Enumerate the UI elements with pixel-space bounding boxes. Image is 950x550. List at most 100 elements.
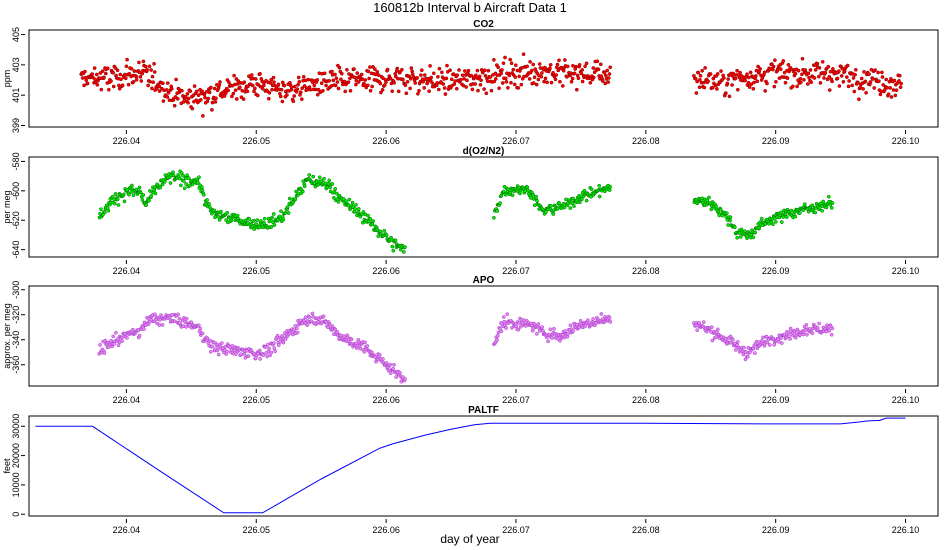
do2n2-data-point <box>503 192 508 197</box>
co2-data-point <box>735 87 740 92</box>
do2n2-data-point <box>597 194 602 199</box>
apo-data-point <box>294 326 299 331</box>
co2-data-point <box>232 73 236 78</box>
do2n2-data-point <box>112 201 117 206</box>
co2-data-point <box>118 72 123 77</box>
co2-data-point <box>113 66 118 70</box>
co2-data-point <box>837 84 842 88</box>
co2-data-point <box>463 69 467 73</box>
apo-data-point <box>495 338 499 342</box>
do2n2-data-point <box>179 183 183 188</box>
co2-data-point <box>352 67 356 71</box>
apo-data-point <box>267 346 272 351</box>
co2-data-point <box>117 83 121 88</box>
co2-data-point <box>285 93 289 97</box>
apo-data-point <box>335 330 340 334</box>
apo-data-point <box>111 334 116 339</box>
co2-data-point <box>346 80 351 84</box>
apo-data-point <box>362 349 367 354</box>
co2-data-point <box>725 81 730 86</box>
apo-x-tick-label: 226.10 <box>892 395 920 405</box>
apo-data-point <box>137 333 142 338</box>
do2n2-data-point <box>506 187 510 192</box>
apo-data-point <box>208 349 213 354</box>
co2-data-point <box>839 74 844 78</box>
co2-data-point <box>324 83 328 88</box>
do2n2-data-point <box>168 181 173 185</box>
co2-data-point <box>817 66 822 70</box>
co2-data-point <box>140 71 145 76</box>
co2-data-point <box>719 69 723 73</box>
co2-x-tick-label: 226.04 <box>113 136 141 146</box>
apo-data-point <box>779 336 783 340</box>
do2n2-data-point <box>293 197 298 202</box>
do2n2-data-point <box>535 198 539 203</box>
do2n2-data-point <box>270 215 274 220</box>
do2n2-data-point <box>259 219 263 223</box>
co2-data-point <box>730 83 734 87</box>
do2n2-data-point <box>820 208 824 213</box>
do2n2-data-point <box>207 202 211 206</box>
do2n2-data-point <box>330 182 335 186</box>
do2n2-data-point <box>751 235 756 240</box>
co2-data-point <box>845 63 850 68</box>
paltf-y-axis-label: feet <box>2 458 12 474</box>
co2-data-point <box>795 84 799 89</box>
co2-data-point <box>452 82 457 86</box>
do2n2-data-point <box>391 248 396 253</box>
do2n2-data-point <box>153 191 158 196</box>
co2-data-point <box>339 71 344 76</box>
co2-data-point <box>161 81 165 86</box>
co2-data-point <box>861 87 865 91</box>
co2-data-point <box>598 62 603 67</box>
co2-data-point <box>152 70 157 74</box>
do2n2-data-point <box>597 183 602 188</box>
apo-data-point <box>779 341 784 345</box>
co2-data-point <box>501 61 506 66</box>
co2-data-point <box>180 88 184 93</box>
do2n2-data-point <box>726 223 730 227</box>
co2-data-point <box>818 81 823 85</box>
apo-data-point <box>246 354 251 359</box>
co2-data-point <box>92 66 97 70</box>
paltf-title: PALTF <box>468 405 499 416</box>
do2n2-data-point <box>144 203 149 207</box>
co2-data-point <box>217 83 222 88</box>
co2-data-point <box>574 64 578 69</box>
co2-data-point <box>553 77 558 82</box>
apo-data-point <box>210 344 214 349</box>
paltf-y-tick-label: 20000 <box>11 443 21 468</box>
do2n2-data-point <box>285 205 290 209</box>
do2n2-data-point <box>802 202 807 207</box>
do2n2-data-point <box>393 238 398 243</box>
apo-data-point <box>704 329 709 334</box>
co2-data-point <box>751 86 756 91</box>
co2-data-point <box>272 80 276 84</box>
apo-data-point <box>219 341 224 345</box>
co2-data-point <box>150 86 154 91</box>
co2-data-point <box>427 89 431 94</box>
do2n2-data-point <box>824 205 829 210</box>
co2-data-point <box>846 84 851 89</box>
apo-data-point <box>805 332 809 337</box>
apo-data-point <box>392 362 396 367</box>
co2-data-point <box>758 66 762 71</box>
co2-data-point <box>436 87 441 92</box>
co2-data-point <box>422 86 427 90</box>
do2n2-y-tick-label: -640 <box>11 241 21 259</box>
co2-data-point <box>852 89 857 94</box>
co2-data-point <box>727 94 732 99</box>
co2-data-point <box>837 69 841 73</box>
co2-data-point <box>504 79 509 84</box>
co2-data-point <box>302 84 307 88</box>
co2-data-point <box>83 69 87 74</box>
paltf-x-tick-label: 226.08 <box>632 525 660 535</box>
co2-x-tick-label: 226.10 <box>892 136 920 146</box>
co2-data-point <box>783 80 788 85</box>
co2-data-point <box>322 71 327 76</box>
co2-data-point <box>127 71 132 76</box>
co2-data-point <box>448 68 452 73</box>
co2-data-point <box>280 99 285 104</box>
co2-data-point <box>886 92 891 97</box>
co2-data-point <box>708 72 713 76</box>
